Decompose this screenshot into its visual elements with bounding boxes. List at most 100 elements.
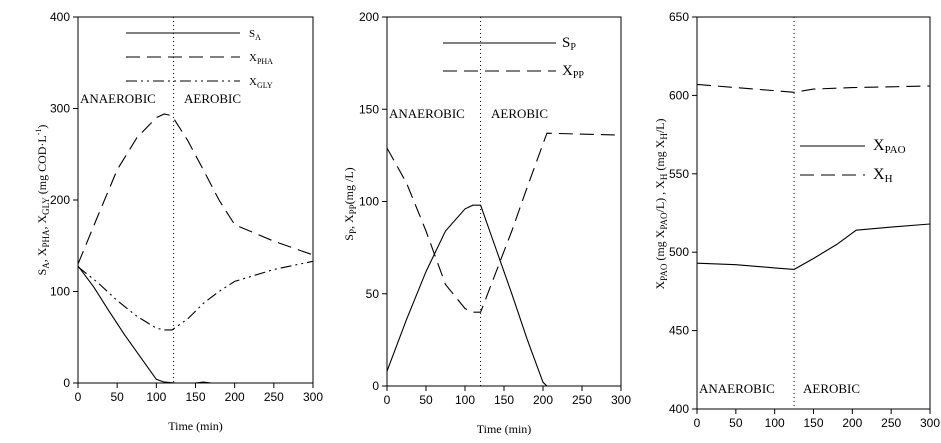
phase-label-aerobic: AEROBIC xyxy=(184,91,241,106)
series-line-x-pp xyxy=(386,132,622,313)
legend-label: XPP xyxy=(562,63,584,81)
y-tick-label: 650 xyxy=(669,10,689,24)
y-axis-title-text: /L) xyxy=(653,118,667,133)
y-axis-title-subscript: P xyxy=(348,229,358,234)
series-line-s-p xyxy=(386,204,621,387)
x-tick-label: 100 xyxy=(146,390,166,404)
y-axis-title-subscript: H xyxy=(659,133,669,140)
legend-label-main: S xyxy=(249,28,255,40)
legend-label: XPAO xyxy=(873,137,906,156)
x-tick-label: 50 xyxy=(419,393,433,407)
y-tick-label: 400 xyxy=(669,402,689,416)
y-axis-title-text: , X xyxy=(35,247,49,262)
y-axis-title-text: (mg X xyxy=(653,229,667,263)
phase-label-aerobic: AEROBIC xyxy=(803,381,860,396)
y-axis-title: SA, XPHA, XGLY (mg COD·L-1) xyxy=(34,125,51,276)
plot-frame xyxy=(696,16,931,410)
y-axis-title-subscript: PP xyxy=(348,204,358,214)
plot-frame xyxy=(77,16,314,384)
phase-label-anaerobic: ANAEROBIC xyxy=(699,381,775,396)
x-axis-title: Time (min) xyxy=(168,419,223,433)
y-tick-label: 300 xyxy=(50,102,70,116)
legend-label: XGLY xyxy=(249,76,273,90)
y-tick-label: 500 xyxy=(669,245,689,259)
x-tick-label: 150 xyxy=(803,416,823,430)
legend-label-main: X xyxy=(249,76,257,88)
x-tick-label: 100 xyxy=(765,416,785,430)
series-line-x-pao xyxy=(696,223,931,270)
y-axis-title-main: S xyxy=(342,234,356,241)
y-tick-label: 150 xyxy=(359,102,379,116)
phase-label-anaerobic: ANAEROBIC xyxy=(80,91,156,106)
legend-label: XH xyxy=(873,166,893,185)
x-tick-label: 300 xyxy=(303,390,323,404)
y-axis-title-subscript: PHA xyxy=(41,229,51,248)
y-axis-title-text: (mg X xyxy=(653,139,667,173)
x-tick-label: 200 xyxy=(533,393,553,407)
chart-panel-3: 050100150200250300400450500550600650Time… xyxy=(653,10,940,430)
y-tick-label: 450 xyxy=(669,324,689,338)
y-axis-title-text: , X xyxy=(342,214,356,229)
y-axis-title-text: /L) , X xyxy=(653,180,667,213)
legend-label-subscript: H xyxy=(885,173,893,185)
x-tick-label: 250 xyxy=(264,390,284,404)
y-tick-label: 550 xyxy=(669,167,689,181)
y-axis-title-main: S xyxy=(35,269,49,276)
x-tick-label: 0 xyxy=(75,390,82,404)
y-axis-title-main: X xyxy=(653,281,667,290)
x-tick-label: 0 xyxy=(384,393,391,407)
series-line-x-pha xyxy=(77,113,314,265)
legend-label-main: X xyxy=(873,166,885,183)
y-tick-label: 200 xyxy=(359,10,379,24)
legend-label-main: X xyxy=(562,63,573,79)
x-tick-label: 50 xyxy=(110,390,124,404)
y-axis-title-text: (mg /L) xyxy=(342,167,356,204)
legend-label-subscript: PP xyxy=(573,70,585,81)
x-tick-label: 200 xyxy=(225,390,245,404)
y-tick-label: 0 xyxy=(63,376,70,390)
phase-label-anaerobic: ANAEROBIC xyxy=(389,106,465,121)
y-axis-title-superscript: -1 xyxy=(34,129,43,136)
y-tick-label: 50 xyxy=(366,287,380,301)
x-tick-label: 300 xyxy=(611,393,631,407)
y-tick-label: 400 xyxy=(50,10,70,24)
x-tick-label: 250 xyxy=(881,416,901,430)
x-tick-label: 150 xyxy=(494,393,514,407)
y-axis-title-subscript: PAO xyxy=(659,263,669,281)
legend-label-main: X xyxy=(249,52,257,64)
plot-frame xyxy=(386,16,622,387)
chart-panel-2: 0 50 100 150 200 250 300 0 50 100 150 200 Time (min)… xyxy=(342,10,631,436)
y-axis-title-text: , X xyxy=(35,215,49,230)
x-tick-label: 100 xyxy=(455,393,475,407)
y-tick-label: 100 xyxy=(359,195,379,209)
x-tick-label: 50 xyxy=(729,416,743,430)
y-tick-label: 200 xyxy=(50,193,70,207)
y-axis-title-subscript: PAO xyxy=(659,212,669,230)
legend-label-subscript: GLY xyxy=(257,81,273,90)
legend-label-subscript: P xyxy=(570,42,576,53)
y-axis-title: SP, XPP(mg /L) xyxy=(342,167,358,240)
x-tick-label: 0 xyxy=(694,416,701,430)
x-tick-label: 250 xyxy=(572,393,592,407)
legend-label-main: S xyxy=(562,35,570,51)
x-tick-label: 300 xyxy=(920,416,940,430)
y-tick-label: 0 xyxy=(372,379,379,393)
legend-label: SA xyxy=(249,28,261,42)
chart-panel-1: 0 50 100 150 200 250 300 0 100 200 300 400 Time (min… xyxy=(34,10,323,433)
y-axis-title-subscript: H xyxy=(659,173,669,180)
legend-label-subscript: PHA xyxy=(257,57,273,66)
legend-label: XPHA xyxy=(249,52,273,66)
x-tick-label: 150 xyxy=(185,390,205,404)
x-axis-title: Time (min) xyxy=(477,422,532,436)
legend-label-subscript: A xyxy=(255,33,261,42)
series-line-x-h xyxy=(696,83,931,93)
legend-label-main: X xyxy=(873,137,885,154)
legend-label: SP xyxy=(562,35,576,53)
series-line-s-a xyxy=(77,265,313,384)
series-line-x-gly xyxy=(77,260,314,331)
phase-label-aerobic: AEROBIC xyxy=(491,106,548,121)
y-axis-title-text: (mg COD·L xyxy=(35,135,49,197)
y-axis-title-subscript: A xyxy=(41,262,51,269)
y-axis-title-subscript: GLY xyxy=(41,197,51,215)
